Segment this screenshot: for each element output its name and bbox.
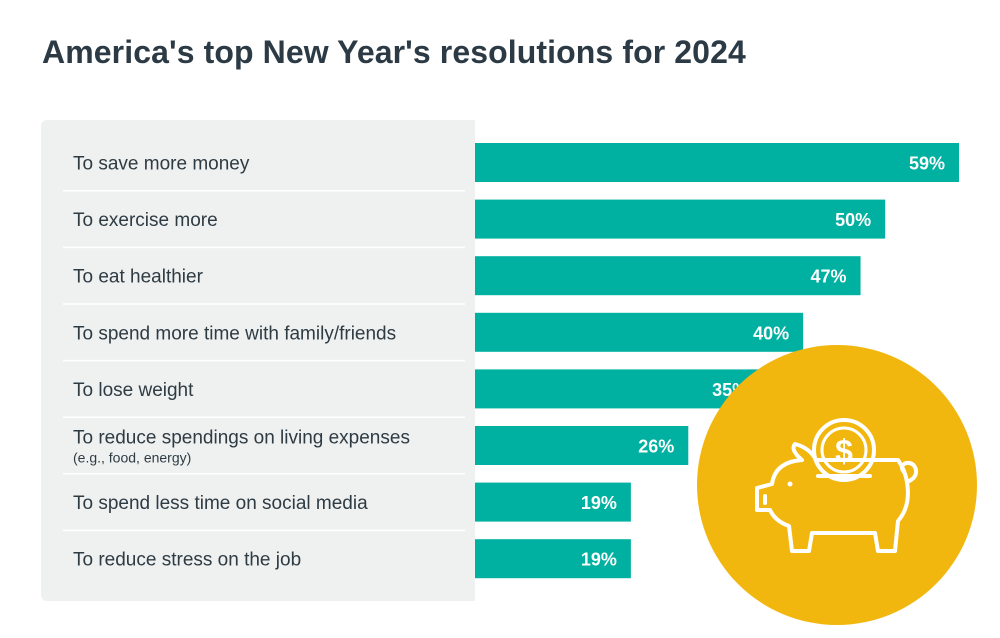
bar-1 bbox=[475, 143, 959, 182]
value-label-2: 50% bbox=[835, 210, 871, 230]
bar-6 bbox=[475, 426, 689, 465]
category-label-8: To reduce stress on the job bbox=[73, 550, 301, 571]
bar-4 bbox=[475, 312, 804, 352]
svg-text:$: $ bbox=[835, 433, 853, 469]
value-label-4: 40% bbox=[753, 323, 789, 343]
category-sublabel-6: (e.g., food, energy) bbox=[73, 450, 191, 466]
bar-7 bbox=[475, 482, 631, 522]
category-label-4: To spend more time with family/friends bbox=[73, 323, 396, 344]
category-label-7: To spend less time on social media bbox=[73, 493, 368, 514]
category-label-2: To exercise more bbox=[73, 210, 218, 231]
category-label-6: To reduce spendings on living expenses bbox=[73, 428, 410, 449]
value-label-3: 47% bbox=[811, 267, 847, 287]
value-label-1: 59% bbox=[909, 154, 945, 174]
bars-layer: 59% To save more money 50% To exercise more… bbox=[63, 143, 959, 579]
bar-5 bbox=[475, 369, 763, 409]
chart-title: America's top New Year's resolutions for… bbox=[42, 34, 746, 70]
piggy-bank-icon: $ bbox=[697, 345, 977, 625]
bar-8 bbox=[475, 539, 631, 579]
category-label-3: To eat healthier bbox=[73, 267, 204, 288]
value-label-7: 19% bbox=[581, 493, 617, 513]
category-label-1: To save more money bbox=[73, 154, 250, 175]
category-label-5: To lose weight bbox=[73, 380, 194, 401]
bar-2 bbox=[475, 199, 886, 239]
value-label-8: 19% bbox=[581, 550, 617, 570]
bar-3 bbox=[475, 256, 861, 296]
value-label-6: 26% bbox=[638, 437, 674, 457]
